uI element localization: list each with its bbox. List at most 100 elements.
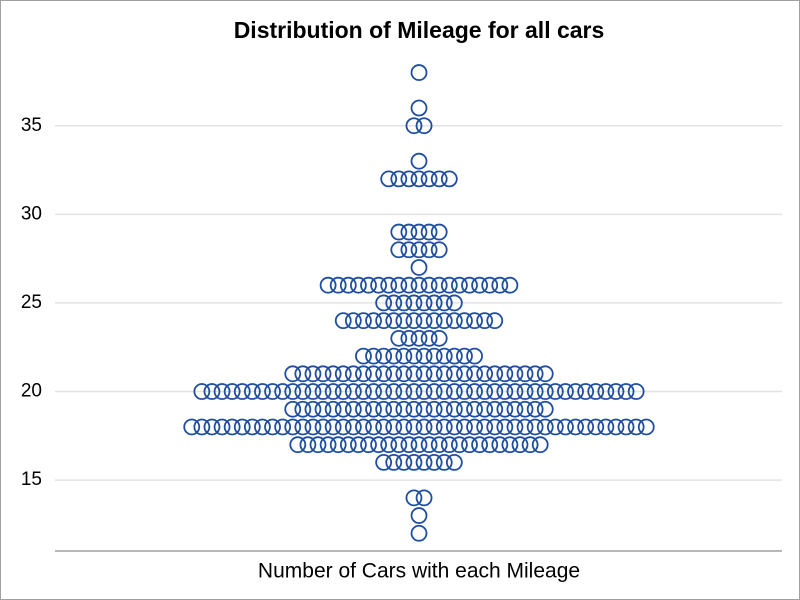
dot [506,418,524,436]
dot [425,294,443,312]
dot [380,170,398,188]
dot [405,418,423,436]
dot [365,418,382,436]
dot [486,312,504,330]
dot [380,276,398,294]
y-tick-label: 35 [21,115,42,136]
dot [461,436,478,454]
dot [319,436,337,454]
dot [355,418,372,436]
dot [415,294,433,312]
dot [420,436,438,454]
dot [425,400,443,418]
dot [481,276,499,294]
dot [405,454,423,471]
dot [294,383,312,400]
dot [466,347,483,365]
dot [334,400,352,418]
dot [456,347,473,365]
dot [355,312,372,330]
dot [420,223,438,241]
dot [415,365,433,383]
dot [183,418,201,436]
dot [450,276,468,294]
dot [415,383,433,400]
dot [410,524,428,542]
dot [390,241,408,259]
y-tick-label: 15 [21,469,42,490]
dot [405,294,423,312]
dot [496,418,514,436]
dot [360,436,377,454]
dot [314,383,332,400]
dot [486,400,504,418]
dot [531,436,549,454]
dot [430,436,448,454]
dot [284,400,302,418]
dot [627,383,645,400]
dot [294,400,312,418]
dot [415,312,433,330]
dot [536,365,554,383]
dot [516,400,534,418]
dot [496,400,514,418]
dot [627,418,645,436]
dot [430,223,448,241]
dot [355,383,372,400]
dot [254,418,271,436]
dot [344,383,362,400]
dot [557,418,574,436]
dot [440,436,458,454]
dot [370,276,388,294]
dot [516,383,534,400]
dot [445,294,463,312]
dot [405,347,423,365]
dot [334,365,352,383]
dot [597,418,615,436]
dot [425,365,443,383]
dot [294,418,312,436]
dot [526,400,544,418]
dot [304,365,322,383]
dot [314,400,332,418]
dot [344,418,362,436]
dot [526,365,544,383]
dot [607,383,625,400]
dot [375,365,393,383]
dot [233,418,251,436]
dot [380,436,398,454]
dot [471,276,489,294]
dot [400,170,418,188]
dot [456,383,473,400]
dot [410,329,428,347]
dot [274,383,292,400]
dot [445,347,463,365]
dot [430,329,448,347]
dot [243,383,261,400]
dot [375,418,393,436]
dot [284,418,302,436]
dot [420,329,438,347]
dot [365,312,382,330]
dot [405,312,423,330]
dot [466,383,483,400]
dot [476,418,494,436]
dot [390,170,408,188]
dot [294,365,312,383]
dot [506,383,524,400]
dot [349,276,367,294]
dot [496,383,514,400]
dot [344,400,362,418]
dot [450,436,468,454]
dot [385,365,403,383]
dot [425,454,443,471]
dot [375,383,393,400]
dot [466,365,483,383]
dot [385,294,403,312]
dot [546,383,564,400]
dot [243,418,261,436]
dot [506,365,524,383]
dot [309,436,327,454]
dot [395,418,413,436]
